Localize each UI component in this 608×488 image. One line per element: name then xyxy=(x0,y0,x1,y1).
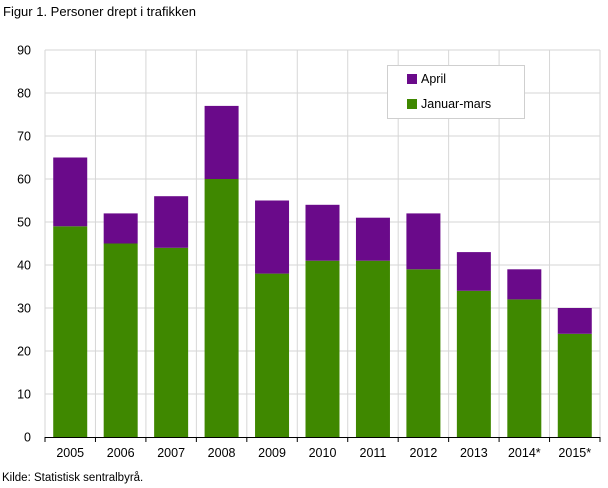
y-tick-label: 80 xyxy=(17,87,31,101)
axes: 0 10 20 30 40 50 60 70 80 90 2005 2006 2007 2008 2009 2… xyxy=(17,44,601,460)
x-tick-label: 2009 xyxy=(258,446,286,460)
y-tick-label: 30 xyxy=(17,302,31,316)
y-tick-label: 20 xyxy=(17,345,31,359)
bar-april-2005 xyxy=(53,157,88,227)
bar-april-2013 xyxy=(456,252,491,291)
legend-label-april: April xyxy=(421,72,446,86)
x-tick-label: 2007 xyxy=(157,446,185,460)
bar-januar-mars-2009 xyxy=(255,273,290,437)
bar-januar-mars-2011 xyxy=(355,260,390,437)
bar-januar-mars-2005 xyxy=(53,226,88,437)
bar-april-2009 xyxy=(255,200,290,274)
bar-april-2007 xyxy=(154,196,189,248)
bar-januar-mars-2014 xyxy=(507,299,542,437)
bar-januar-mars-2015 xyxy=(557,333,592,437)
x-tick-label: 2015* xyxy=(558,446,591,460)
x-tick-label: 2012 xyxy=(410,446,438,460)
y-tick-label: 50 xyxy=(17,216,31,230)
legend-swatch-april xyxy=(407,74,417,84)
bar-april-2010 xyxy=(305,204,340,261)
bar-januar-mars-2007 xyxy=(154,247,189,437)
x-tick-label: 2008 xyxy=(208,446,236,460)
chart-title: Figur 1. Personer drept i trafikken xyxy=(3,4,196,19)
bars xyxy=(53,105,592,437)
y-tick-label: 10 xyxy=(17,388,31,402)
bar-april-2014 xyxy=(507,269,542,300)
bar-april-2008 xyxy=(204,105,239,179)
bar-januar-mars-2008 xyxy=(204,179,239,437)
bar-januar-mars-2012 xyxy=(406,269,441,437)
y-tick-label: 90 xyxy=(17,44,31,58)
bar-januar-mars-2010 xyxy=(305,260,340,437)
bar-april-2006 xyxy=(103,213,138,244)
chart-source: Kilde: Statistisk sentralbyrå. xyxy=(2,472,144,484)
legend: April Januar-mars xyxy=(387,65,525,119)
x-tick-label: 2013 xyxy=(460,446,488,460)
y-tick-label: 40 xyxy=(17,259,31,273)
bar-april-2015 xyxy=(557,308,592,334)
legend-swatch-januar-mars xyxy=(407,99,417,109)
bar-januar-mars-2006 xyxy=(103,243,138,437)
bar-april-2012 xyxy=(406,213,441,270)
x-tick-label: 2014* xyxy=(508,446,541,460)
y-tick-label: 70 xyxy=(17,130,31,144)
bar-januar-mars-2013 xyxy=(456,290,491,437)
legend-label-januar-mars: Januar-mars xyxy=(421,97,491,111)
bar-april-2011 xyxy=(355,217,390,261)
x-tick-label: 2006 xyxy=(107,446,135,460)
y-tick-label: 0 xyxy=(24,431,31,445)
x-tick-label: 2005 xyxy=(56,446,84,460)
x-tick-label: 2011 xyxy=(360,446,387,460)
y-tick-label: 60 xyxy=(17,173,31,187)
x-tick-label: 2010 xyxy=(309,446,337,460)
